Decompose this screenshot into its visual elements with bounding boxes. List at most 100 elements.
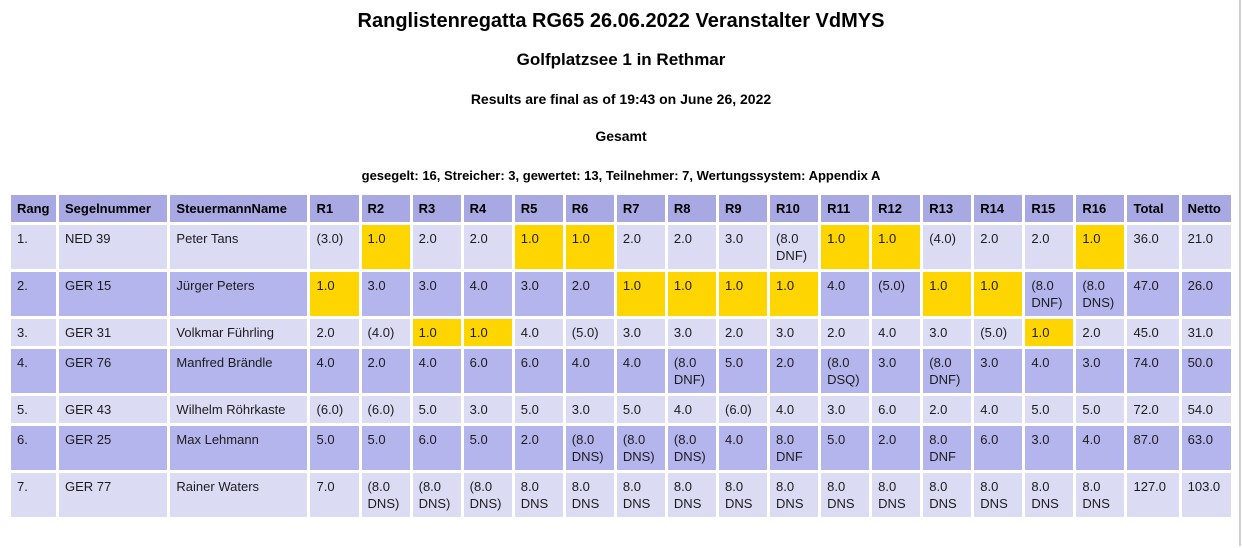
race-cell-r5: 5.0 [515, 396, 563, 423]
race-cell-r13: 8.0 DNF [923, 426, 971, 470]
race-cell-r3: 3.0 [413, 272, 461, 316]
race-cell-r14: 2.0 [974, 225, 1022, 269]
race-cell-r10: 1.0 [770, 272, 818, 316]
race-cell-r16: 8.0 DNS [1076, 473, 1124, 517]
race-cell-r8: 3.0 [668, 319, 716, 346]
race-cell-r9: 2.0 [719, 319, 767, 346]
race-cell-r8: (8.0 DNS) [668, 426, 716, 470]
helm-name-cell: Max Lehmann [170, 426, 307, 470]
race-cell-r8: 1.0 [668, 272, 716, 316]
race-cell-r1: 4.0 [310, 349, 358, 393]
race-cell-r5: 6.0 [515, 349, 563, 393]
race-cell-r16: 1.0 [1076, 225, 1124, 269]
race-cell-r7: 2.0 [617, 225, 665, 269]
race-cell-r7: 5.0 [617, 396, 665, 423]
race-cell-r5: 3.0 [515, 272, 563, 316]
race-cell-r3: 1.0 [413, 319, 461, 346]
race-cell-r10: 8.0 DNF [770, 426, 818, 470]
race-cell-r3: 6.0 [413, 426, 461, 470]
race-cell-r2: 5.0 [362, 426, 410, 470]
race-cell-r10: 4.0 [770, 396, 818, 423]
helm-name-cell: Manfred Brändle [170, 349, 307, 393]
column-header-r1: R1 [310, 195, 358, 222]
column-header-r13: R13 [923, 195, 971, 222]
race-cell-r12: 1.0 [872, 225, 920, 269]
race-cell-r14: 4.0 [974, 396, 1022, 423]
race-cell-r16: 5.0 [1076, 396, 1124, 423]
race-cell-r12: 3.0 [872, 349, 920, 393]
column-header-r11: R11 [821, 195, 869, 222]
race-cell-r11: 4.0 [821, 272, 869, 316]
race-cell-r4: (8.0 DNS) [464, 473, 512, 517]
race-cell-r4: 6.0 [464, 349, 512, 393]
race-cell-r4: 5.0 [464, 426, 512, 470]
race-cell-r6: 1.0 [566, 225, 614, 269]
race-cell-r11: 5.0 [821, 426, 869, 470]
race-cell-r15: 8.0 DNS [1025, 473, 1073, 517]
race-cell-r1: 5.0 [310, 426, 358, 470]
helm-name-cell: Wilhelm Röhrkaste [170, 396, 307, 423]
race-cell-r4: 4.0 [464, 272, 512, 316]
race-cell-r7: 4.0 [617, 349, 665, 393]
race-cell-r16: 2.0 [1076, 319, 1124, 346]
total-cell: 74.0 [1127, 349, 1178, 393]
helm-name-cell: Rainer Waters [170, 473, 307, 517]
race-cell-r4: 3.0 [464, 396, 512, 423]
column-header-r3: R3 [413, 195, 461, 222]
total-cell: 72.0 [1127, 396, 1178, 423]
race-cell-r5: 8.0 DNS [515, 473, 563, 517]
race-cell-r3: 2.0 [413, 225, 461, 269]
race-cell-r6: 4.0 [566, 349, 614, 393]
column-header-r6: R6 [566, 195, 614, 222]
series-summary: gesegelt: 16, Streicher: 3, gewertet: 13… [8, 168, 1234, 183]
column-header-r7: R7 [617, 195, 665, 222]
race-cell-r3: 5.0 [413, 396, 461, 423]
race-cell-r10: 3.0 [770, 319, 818, 346]
race-cell-r14: 3.0 [974, 349, 1022, 393]
column-header-r5: R5 [515, 195, 563, 222]
column-header-rang: Rang [11, 195, 56, 222]
column-header-r4: R4 [464, 195, 512, 222]
column-header-r12: R12 [872, 195, 920, 222]
race-cell-r13: (4.0) [923, 225, 971, 269]
column-header-r15: R15 [1025, 195, 1073, 222]
race-cell-r7: 1.0 [617, 272, 665, 316]
sail-number-cell: GER 31 [59, 319, 167, 346]
column-header-segelnummer: Segelnummer [59, 195, 167, 222]
page-title: Ranglistenregatta RG65 26.06.2022 Verans… [8, 10, 1234, 33]
race-cell-r14: 8.0 DNS [974, 473, 1022, 517]
race-cell-r13: 2.0 [923, 396, 971, 423]
race-cell-r10: 8.0 DNS [770, 473, 818, 517]
netto-cell: 50.0 [1182, 349, 1231, 393]
rank-cell: 1. [11, 225, 56, 269]
column-header-steuermannname: SteuermannName [170, 195, 307, 222]
race-cell-r14: (5.0) [974, 319, 1022, 346]
race-cell-r1: 7.0 [310, 473, 358, 517]
race-cell-r9: (6.0) [719, 396, 767, 423]
helm-name-cell: Volkmar Führling [170, 319, 307, 346]
column-header-netto: Netto [1182, 195, 1231, 222]
race-cell-r4: 1.0 [464, 319, 512, 346]
race-cell-r5: 2.0 [515, 426, 563, 470]
race-cell-r7: 3.0 [617, 319, 665, 346]
race-cell-r1: 2.0 [310, 319, 358, 346]
race-cell-r6: (8.0 DNS) [566, 426, 614, 470]
race-cell-r14: 6.0 [974, 426, 1022, 470]
race-cell-r11: 3.0 [821, 396, 869, 423]
race-cell-r6: 8.0 DNS [566, 473, 614, 517]
race-cell-r1: (6.0) [310, 396, 358, 423]
sail-number-cell: NED 39 [59, 225, 167, 269]
rank-cell: 7. [11, 473, 56, 517]
rank-cell: 2. [11, 272, 56, 316]
race-cell-r10: (8.0 DNF) [770, 225, 818, 269]
race-cell-r15: 5.0 [1025, 396, 1073, 423]
section-title: Gesamt [8, 128, 1234, 144]
sail-number-cell: GER 15 [59, 272, 167, 316]
netto-cell: 21.0 [1182, 225, 1231, 269]
netto-cell: 31.0 [1182, 319, 1231, 346]
race-cell-r6: 2.0 [566, 272, 614, 316]
